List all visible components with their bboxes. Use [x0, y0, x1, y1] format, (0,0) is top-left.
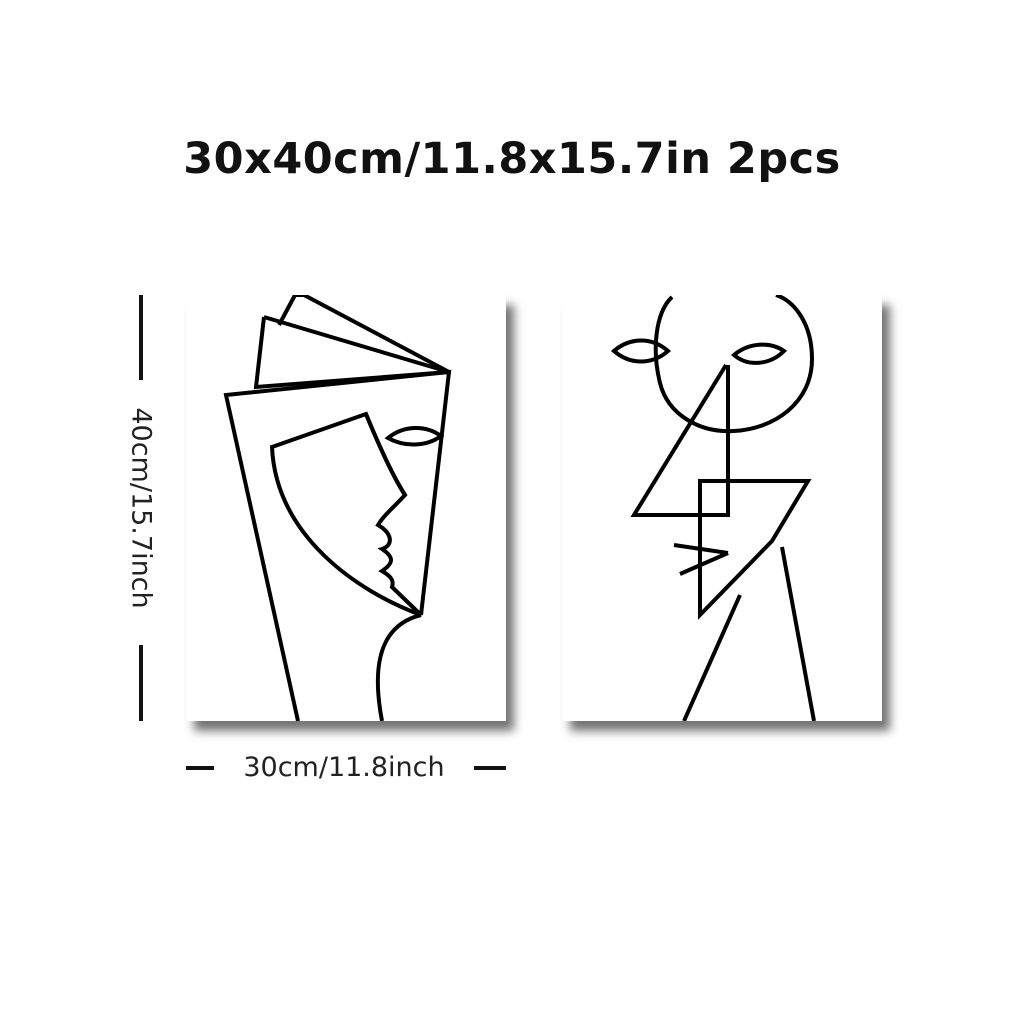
- height-dimension-label: 40cm/15.7inch: [125, 407, 157, 609]
- canvas-panel-right: [562, 295, 882, 721]
- width-dimension-left-bar: [186, 766, 214, 770]
- height-dimension-bottom-bar: [139, 645, 143, 721]
- abstract-line-art-face-profile-icon: [223, 295, 452, 721]
- width-dimension-right-bar: [474, 766, 506, 770]
- canvas-panel-left: [186, 295, 506, 721]
- width-dimension-label: 30cm/11.8inch: [243, 752, 445, 783]
- height-dimension-top-bar: [139, 295, 143, 380]
- size-headline: 30x40cm/11.8x15.7in 2pcs: [183, 134, 841, 184]
- abstract-line-art-geometric-face-icon: [610, 295, 816, 721]
